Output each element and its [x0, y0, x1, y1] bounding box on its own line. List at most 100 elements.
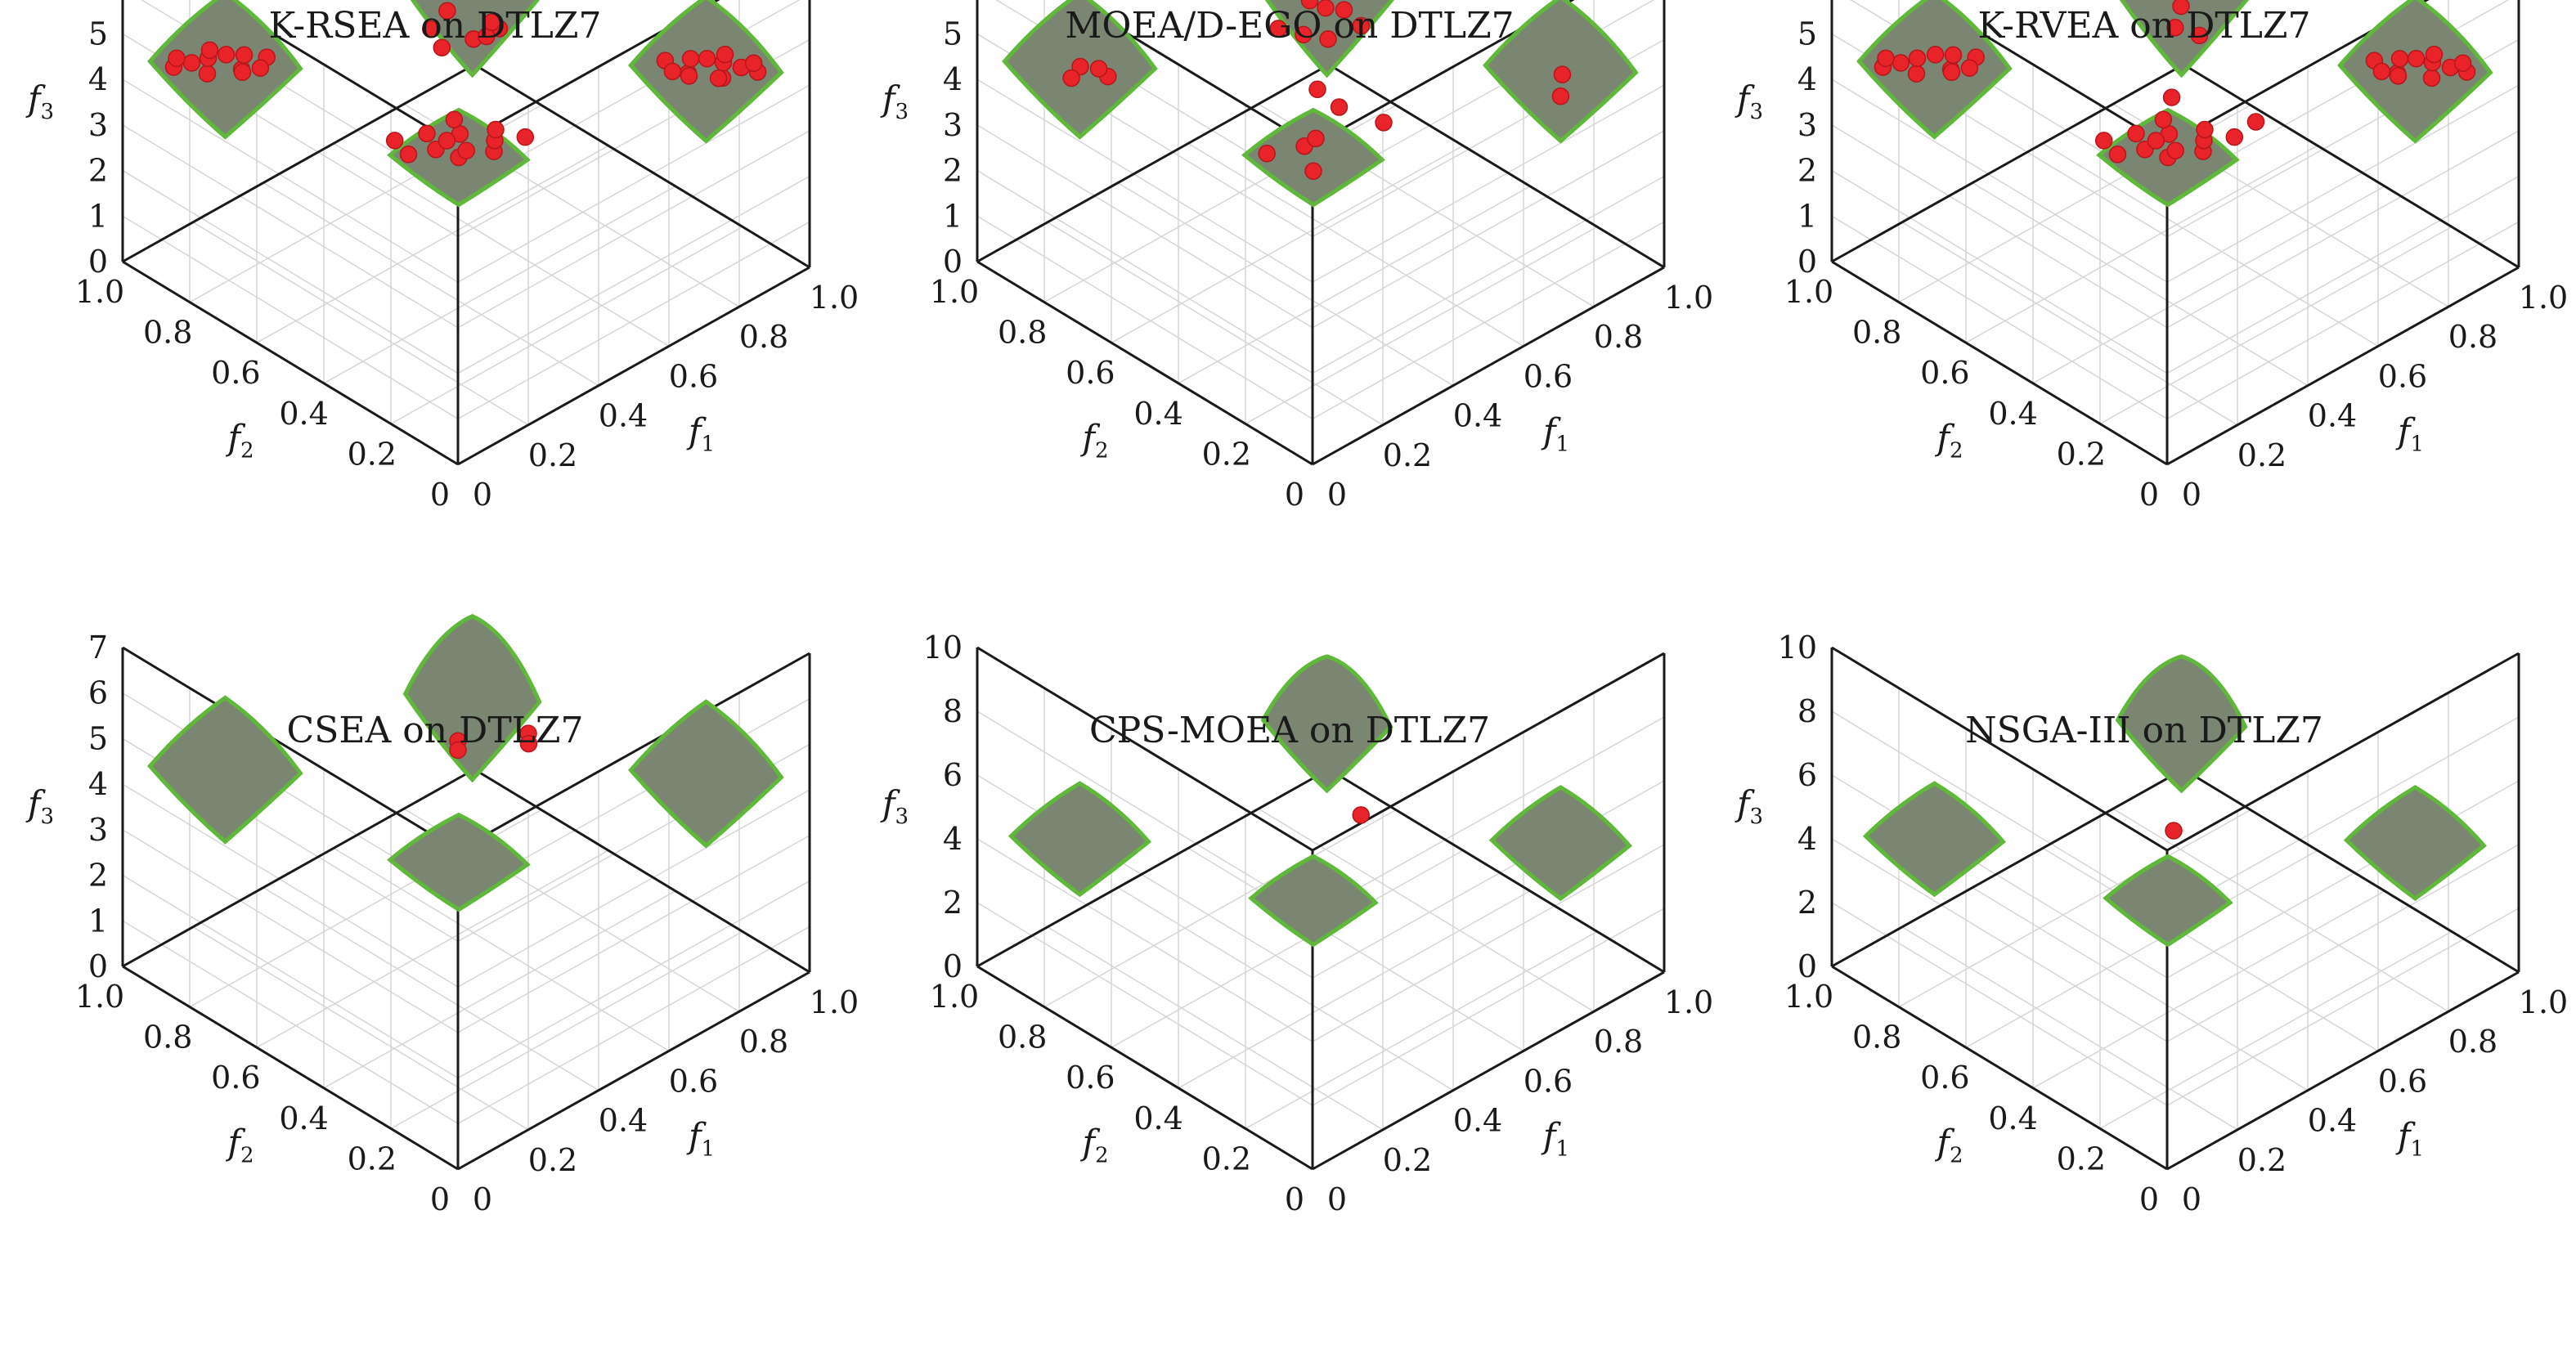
z-tick-label: 7	[88, 630, 108, 666]
grid-line	[1831, 710, 2168, 915]
grid-line	[263, 182, 599, 387]
grid-line	[1111, 145, 1464, 343]
data-point	[2154, 110, 2173, 129]
grid-line	[122, 829, 459, 1033]
data-point	[1304, 162, 1322, 181]
x-tick-label: 0.6	[669, 1063, 718, 1099]
z-tick-label: 2	[1797, 153, 1817, 189]
pareto-surface-top	[1248, 854, 1379, 948]
data-point	[663, 62, 682, 81]
grid-line	[1178, 890, 1531, 1089]
x-tick-label: 1.0	[1664, 984, 1713, 1020]
grid-line	[122, 783, 459, 988]
data-point	[1352, 16, 1371, 35]
z-tick-label: 0	[1797, 244, 1817, 280]
data-point	[1295, 25, 1313, 44]
subplot-2: MOEA/D-EGO on DTLZ70123456700.20.40.60.8…	[880, 0, 1713, 513]
axis-floor-left	[976, 768, 1330, 968]
grid-line	[2166, 130, 2520, 329]
grid-line	[1187, 847, 1524, 1052]
grid-line	[122, 215, 459, 419]
grid-line	[457, 835, 810, 1033]
y-axis-label: f2	[1079, 418, 1108, 464]
y-tick-label: 0.8	[1852, 1020, 1901, 1055]
z-tick-label: 3	[88, 812, 108, 848]
y-tick-label: 0.8	[143, 1020, 192, 1055]
subplot-title: CSEA on DTLZ7	[287, 710, 584, 751]
subplot-5: CPS-MOEA on DTLZ7 0 2 4 6 8 10 0 0.2 0.4 0.6 0.8 1.0…	[880, 630, 1713, 1217]
grid-line	[2166, 844, 2520, 1042]
z-tick-label: 1	[1797, 198, 1817, 234]
data-point	[680, 67, 698, 85]
grid-line	[122, 78, 459, 283]
axis-f2	[1831, 965, 2168, 1171]
z-tick-label: 8	[943, 693, 963, 729]
data-point	[2407, 49, 2426, 68]
subplot-1: K-RSEA on DTLZ70123456700.20.40.60.81.00…	[25, 0, 859, 513]
data-point	[1908, 49, 1927, 67]
y-tick-label: 1.0	[930, 274, 979, 310]
grid-line	[1047, 926, 1384, 1131]
x-tick-label: 0.2	[1383, 437, 1432, 473]
axis-floor-left	[1831, 63, 2184, 263]
data-point	[1877, 49, 1895, 68]
data-point	[235, 46, 254, 65]
y-axis-label: f2	[1934, 418, 1963, 464]
data-point	[2453, 54, 2472, 72]
x-tick-label: 0.8	[1594, 319, 1643, 355]
data-point	[2390, 50, 2409, 68]
pareto-surface-top	[2103, 854, 2233, 948]
x-tick-label: 0	[473, 477, 492, 513]
data-point	[744, 54, 763, 72]
axis-top-right	[457, 0, 720, 147]
y-tick-label: 0.6	[211, 355, 260, 391]
grid-line	[457, 880, 810, 1079]
grid-line	[976, 78, 1313, 283]
z-tick-label: 5	[943, 16, 963, 52]
data-point	[2147, 132, 2165, 150]
y-tick-label: 0.2	[2057, 436, 2106, 472]
y-tick-label: 0.6	[1066, 355, 1115, 391]
x-tick-label: 0.2	[2237, 1142, 2287, 1178]
data-point	[1062, 69, 1080, 87]
subplot-title: K-RSEA on DTLZ7	[269, 5, 602, 47]
grid-line	[122, 920, 459, 1124]
data-point	[1258, 144, 1276, 163]
data-point	[1269, 20, 1287, 38]
z-tick-label: 2	[88, 153, 108, 189]
x-tick-label: 1.0	[1664, 280, 1713, 316]
grid-line	[390, 226, 743, 425]
data-point	[2165, 822, 2183, 840]
y-axis-label: f2	[1079, 1123, 1108, 1168]
z-tick-label: 0	[943, 948, 963, 984]
grid-line	[1178, 186, 1531, 384]
grid-line	[1901, 222, 2238, 426]
axis-top-right	[2166, 0, 2430, 147]
x-axis-label: f1	[686, 410, 715, 456]
grid-line	[333, 847, 670, 1052]
z-tick-label: 4	[1797, 61, 1817, 97]
data-point	[1089, 60, 1108, 78]
y-axis-label: f2	[225, 418, 254, 464]
data-point	[2389, 67, 2408, 85]
pareto-surface-right	[2343, 785, 2487, 902]
data-point	[433, 38, 451, 57]
data-point	[1300, 0, 1319, 10]
y-axis-label: f2	[225, 1123, 254, 1168]
y-tick-label: 0.2	[1202, 436, 1251, 472]
axis-f1	[2166, 970, 2520, 1171]
z-tick-label: 4	[943, 61, 963, 97]
data-point	[418, 124, 436, 143]
x-tick-label: 0.4	[2308, 398, 2357, 434]
grid-line	[1972, 182, 2309, 387]
subplot-title: MOEA/D-EGO on DTLZ7	[1065, 5, 1514, 47]
data-point	[385, 132, 404, 150]
axis-floor-right	[2183, 63, 2520, 269]
z-tick-label: 2	[88, 858, 108, 894]
data-point	[482, 13, 501, 32]
y-tick-label: 1.0	[930, 979, 979, 1015]
y-tick-label: 0.4	[279, 1100, 328, 1136]
grid-line	[1312, 84, 1665, 283]
grid-line	[976, 710, 1313, 915]
axis-top-left	[214, 0, 459, 147]
